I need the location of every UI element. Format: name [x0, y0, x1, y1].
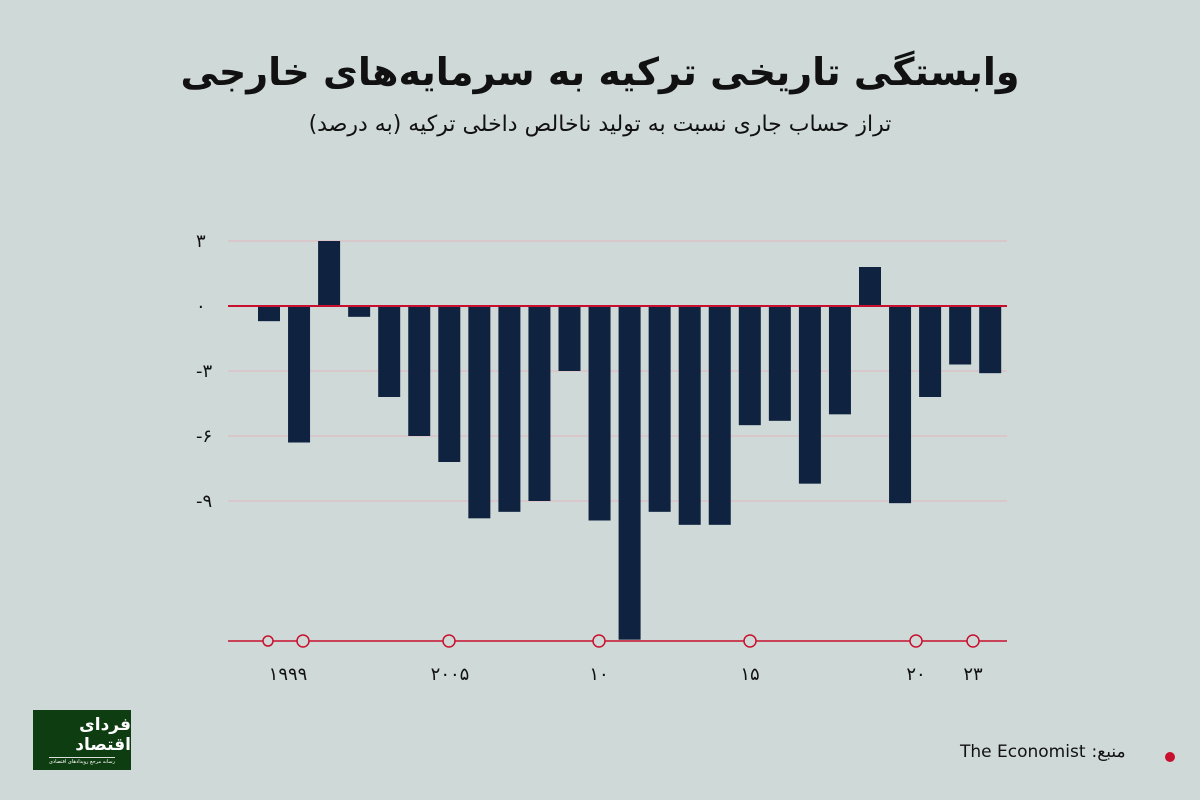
- bar-2000: [288, 306, 311, 443]
- bar-2014: [708, 306, 731, 525]
- bar-2007: [498, 306, 521, 512]
- chart-subtitle: تراز حساب جاری نسبت به تولید ناخالص داخل…: [308, 112, 892, 137]
- timeline-marker: [296, 634, 310, 648]
- bar-2015: [738, 306, 761, 426]
- timeline-marker: [262, 635, 274, 647]
- bar-2001: [318, 241, 341, 306]
- bar-1999: [258, 306, 280, 322]
- y-tick-label: -۹: [196, 491, 212, 512]
- bar-2020: [889, 306, 912, 504]
- bar-2010: [588, 306, 611, 521]
- bar-2012: [648, 306, 671, 512]
- x-tick-label: ۱۰: [589, 664, 608, 685]
- timeline-marker: [909, 634, 923, 648]
- bar-2022: [949, 306, 972, 365]
- source-dot: [1165, 752, 1175, 762]
- bar-2013: [678, 306, 701, 525]
- logo: فردای اقتصاد رسانه مرجع رویدادهای اقتصاد…: [33, 710, 131, 770]
- x-tick-label: ۱۹۹۹: [269, 664, 308, 685]
- bar-2009: [558, 306, 581, 371]
- x-tick-label: ۲۳: [963, 664, 983, 685]
- timeline-marker: [592, 634, 606, 648]
- y-tick-label: ۰: [196, 296, 206, 317]
- bar-2008: [528, 306, 551, 501]
- logo-tagline: رسانه مرجع رویدادهای اقتصادی: [49, 757, 115, 765]
- bar-2016: [768, 306, 791, 421]
- y-tick-label: -۳: [196, 361, 212, 382]
- bar-2004: [408, 306, 431, 436]
- timeline-marker: [966, 634, 980, 648]
- bar-2005: [438, 306, 461, 462]
- x-tick-label: ۱۵: [740, 664, 759, 685]
- source: منبع: The Economist: [960, 742, 1126, 762]
- source-value: The Economist: [960, 742, 1086, 762]
- timeline-marker: [442, 634, 456, 648]
- bar-2021: [919, 306, 942, 397]
- chart-title: وابستگی تاریخی ترکیه به سرمایه‌های خارجی: [180, 50, 1020, 94]
- bar-2019: [859, 267, 881, 306]
- bar-2023: [979, 306, 1002, 374]
- bar-2011: [618, 306, 641, 640]
- x-tick-label: ۲۰۰۵: [431, 664, 470, 685]
- bar-2018: [828, 306, 851, 415]
- bar-2003: [378, 306, 401, 397]
- timeline-marker: [743, 634, 757, 648]
- y-tick-label: ۳: [196, 231, 206, 252]
- x-tick-label: ۲۰: [906, 664, 925, 685]
- source-label: منبع:: [1091, 742, 1126, 762]
- logo-name: فردای اقتصاد: [75, 715, 131, 755]
- bar-2017: [798, 306, 821, 484]
- bar-2006: [468, 306, 491, 519]
- y-tick-label: -۶: [196, 426, 212, 447]
- bar-2002: [348, 306, 371, 317]
